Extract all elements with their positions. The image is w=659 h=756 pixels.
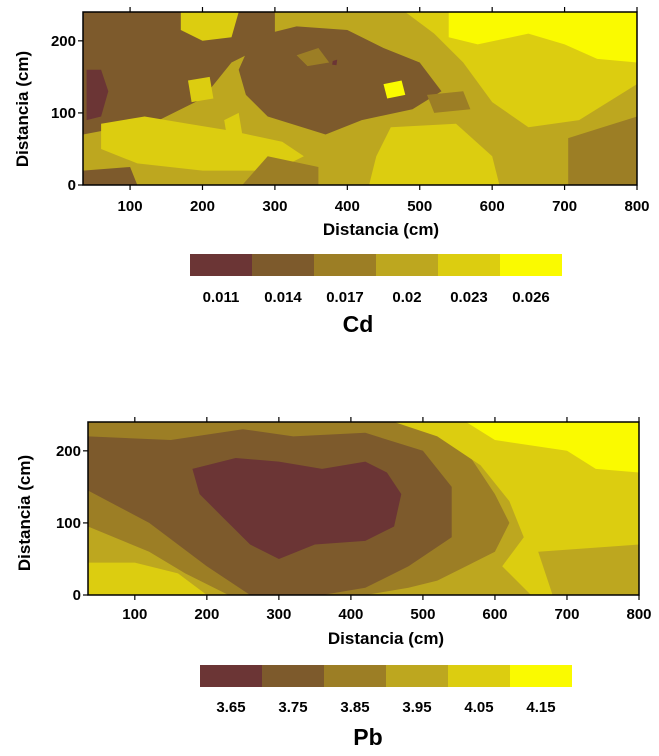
pb-contour-region-4.15 xyxy=(466,422,639,473)
cd-scale-swatch-0.023 xyxy=(438,254,500,276)
pb-y-axis-title: Distancia (cm) xyxy=(15,455,34,571)
cd-contour-region-0.011 xyxy=(332,59,338,66)
cd-contour-region-0.014 xyxy=(238,26,442,135)
cd-x-axis-title: Distancia (cm) xyxy=(323,220,439,239)
cd-scale-swatch-0.011 xyxy=(190,254,252,276)
cd-contour-region-0.011 xyxy=(86,69,109,121)
pb-scale-swatch-3.75 xyxy=(262,665,324,687)
pb-scale-label-3.85: 3.85 xyxy=(340,699,369,716)
cd-x-tick-label-100: 100 xyxy=(118,198,143,215)
cd-scale-swatch-0.02 xyxy=(376,254,438,276)
pb-contour-region-4.05 xyxy=(88,562,207,595)
pb-x-tick-labels: 100 200 300 400 500 600 700 800 xyxy=(122,417,652,623)
cd-contour-region-0.017 xyxy=(242,156,319,185)
cd-contour-region-0.026 xyxy=(448,12,637,63)
pb-scale-label-3.75: 3.75 xyxy=(278,699,307,716)
cd-contour-region-0.014 xyxy=(83,12,275,135)
pb-element-label: Pb xyxy=(353,724,382,750)
pb-contour-plot xyxy=(88,422,639,595)
cd-y-tick-label-200: 200 xyxy=(51,33,76,50)
pb-scale-swatch-3.65 xyxy=(200,665,262,687)
cd-y-tick-label-100: 100 xyxy=(51,105,76,122)
cd-x-tick-label-800: 800 xyxy=(624,198,649,215)
cd-x-tick-label-600: 600 xyxy=(480,198,505,215)
pb-scale-label-3.65: 3.65 xyxy=(216,699,245,716)
cd-contour-region-0.014 xyxy=(83,167,138,185)
pb-x-axis-title: Distancia (cm) xyxy=(328,629,444,648)
cd-scale-swatch-0.014 xyxy=(252,254,314,276)
cd-x-tick-label-400: 400 xyxy=(335,198,360,215)
cd-contour-region-0.023 xyxy=(188,76,214,103)
cd-color-scale: 0.011 0.014 0.017 0.02 0.023 0.026 xyxy=(190,254,562,306)
cd-scale-label-0.026: 0.026 xyxy=(512,289,550,306)
cd-scale-swatch-0.017 xyxy=(314,254,376,276)
pb-y-tick-label-0: 0 xyxy=(73,587,81,604)
cd-x-tick-label-200: 200 xyxy=(190,198,215,215)
cd-y-axis-title: Distancia (cm) xyxy=(13,51,32,167)
pb-y-tick-label-100: 100 xyxy=(56,515,81,532)
cd-contour-region-0.023 xyxy=(369,123,500,185)
cd-x-tick-label-700: 700 xyxy=(552,198,577,215)
pb-x-tick-label-500: 500 xyxy=(410,606,435,623)
pb-scale-swatch-4.15 xyxy=(510,665,572,687)
pb-x-tick-label-600: 600 xyxy=(482,606,507,623)
cd-contour-region-0.017 xyxy=(568,116,637,185)
cd-scale-label-0.023: 0.023 xyxy=(450,289,488,306)
cd-contour-region-0.017 xyxy=(427,91,471,113)
cd-contour-region-0.023 xyxy=(180,12,239,41)
pb-y-tick-label-200: 200 xyxy=(56,443,81,460)
cd-scale-swatch-0.026 xyxy=(500,254,562,276)
pb-plot-frame xyxy=(87,421,640,596)
cd-contour-region-0.026 xyxy=(383,80,406,99)
pb-contour-panel: 100 200 300 400 500 600 700 800 0 100 200 Distanc… xyxy=(15,417,652,750)
pb-scale-swatch-3.95 xyxy=(386,665,448,687)
cd-y-tick-label-0: 0 xyxy=(68,177,76,194)
cd-contour-panel: 100 200 300 400 500 600 700 800 0 100 200 Distanc… xyxy=(13,7,650,337)
cd-element-label: Cd xyxy=(343,311,374,337)
pb-x-tick-label-700: 700 xyxy=(554,606,579,623)
cd-scale-label-0.011: 0.011 xyxy=(203,289,240,306)
cd-x-tick-label-500: 500 xyxy=(407,198,432,215)
pb-scale-label-4.15: 4.15 xyxy=(526,699,555,716)
cd-plot-frame xyxy=(82,11,638,186)
cd-y-tick-labels: 0 100 200 xyxy=(51,33,83,194)
pb-scale-swatch-4.05 xyxy=(448,665,510,687)
pb-x-tick-label-800: 800 xyxy=(626,606,651,623)
cd-contour-region-0.017 xyxy=(296,48,330,67)
pb-x-tick-label-100: 100 xyxy=(122,606,147,623)
cd-scale-label-0.02: 0.02 xyxy=(392,289,421,306)
cd-x-tick-label-300: 300 xyxy=(262,198,287,215)
pb-y-tick-labels: 0 100 200 xyxy=(56,443,88,604)
pb-scale-label-3.95: 3.95 xyxy=(402,699,431,716)
pb-color-scale: 3.65 3.75 3.85 3.95 4.05 4.15 xyxy=(200,665,572,716)
pb-contour-region-3.95 xyxy=(538,544,639,595)
cd-x-tick-labels: 100 200 300 400 500 600 700 800 xyxy=(118,7,650,215)
pb-x-tick-label-400: 400 xyxy=(338,606,363,623)
cd-scale-label-0.014: 0.014 xyxy=(264,289,302,306)
cd-contour-plot xyxy=(83,12,637,185)
pb-x-tick-label-300: 300 xyxy=(266,606,291,623)
pb-contour-region-3.65 xyxy=(192,458,402,559)
pb-x-tick-label-200: 200 xyxy=(194,606,219,623)
pb-scale-label-4.05: 4.05 xyxy=(464,699,493,716)
pb-scale-swatch-3.85 xyxy=(324,665,386,687)
cd-contour-region-0.023 xyxy=(101,116,304,171)
cd-scale-label-0.017: 0.017 xyxy=(326,289,364,306)
cd-contour-region-0.023 xyxy=(224,112,243,142)
